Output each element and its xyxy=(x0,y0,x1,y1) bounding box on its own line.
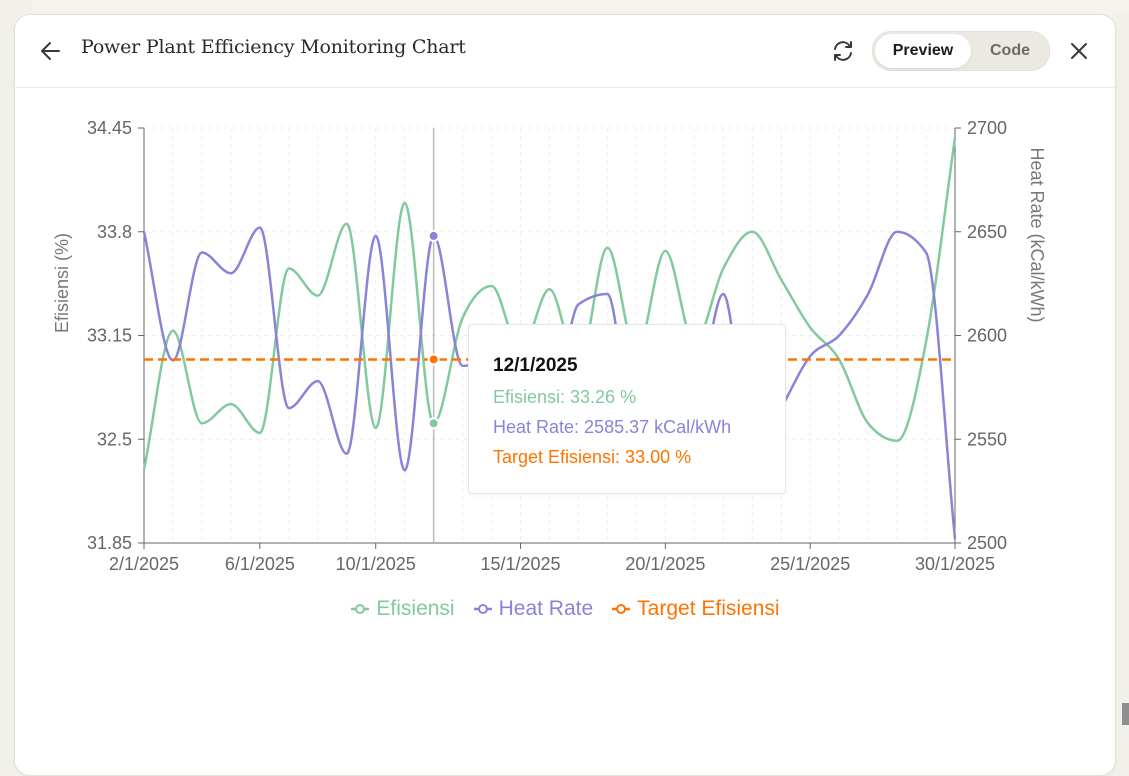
code-tab[interactable]: Code xyxy=(990,42,1030,59)
legend-label: Efisiensi xyxy=(376,597,455,620)
legend-item-target-efisiensi[interactable]: Target Efisiensi xyxy=(611,595,780,623)
refresh-icon xyxy=(834,41,852,61)
chart-legend: Efisiensi Heat Rate Target Efisiensi xyxy=(15,595,1115,623)
x-tick-label: 6/1/2025 xyxy=(225,554,295,574)
heat-rate-active-dot xyxy=(427,229,440,242)
close-icon xyxy=(1071,43,1087,59)
scrollbar-thumb[interactable] xyxy=(1122,703,1129,725)
efisiensi-active-dot xyxy=(427,417,440,430)
x-tick-label: 2/1/2025 xyxy=(109,554,179,574)
page-title: Power Plant Efficiency Monitoring Chart xyxy=(81,36,466,58)
x-tick-label: 25/1/2025 xyxy=(770,554,850,574)
background-strip xyxy=(0,0,1129,14)
refresh-button[interactable] xyxy=(829,37,857,65)
y-right-tick-label: 2550 xyxy=(967,429,1007,449)
view-toggle: Preview Code xyxy=(872,31,1050,71)
arrow-left-icon xyxy=(41,42,60,60)
legend-label: Target Efisiensi xyxy=(637,597,780,620)
back-button[interactable] xyxy=(37,37,65,65)
y-left-tick-label: 33.15 xyxy=(87,326,132,346)
background-lane xyxy=(32,0,1129,14)
tooltip-efisiensi: Efisiensi: 33.26 % xyxy=(493,387,637,407)
legend-item-efisiensi[interactable]: Efisiensi xyxy=(350,595,455,623)
legend-dot xyxy=(477,604,488,614)
legend-line-icon xyxy=(351,604,370,614)
x-tick-label: 10/1/2025 xyxy=(336,554,416,574)
artifact-window: Power Plant Efficiency Monitoring Chart … xyxy=(14,14,1116,776)
preview-tab[interactable]: Preview xyxy=(875,34,971,68)
y-axis-right-title: Heat Rate (kCal/kWh) xyxy=(1027,147,1047,322)
hover-cursor xyxy=(427,128,440,543)
legend-item-heat-rate[interactable]: Heat Rate xyxy=(473,595,594,623)
legend-line-icon xyxy=(473,604,492,614)
axes: 31.85 32.5 33.15 33.8 34.45 2500 2550 2600 2650 2… xyxy=(87,118,1007,574)
tooltip-date: 12/1/2025 xyxy=(493,355,578,376)
legend-dot xyxy=(616,604,627,614)
close-button[interactable] xyxy=(1065,37,1093,65)
x-tick-label: 15/1/2025 xyxy=(480,554,560,574)
y-right-tick-label: 2700 xyxy=(967,118,1007,138)
y-left-tick-label: 33.8 xyxy=(97,222,132,242)
tooltip-heat-rate: Heat Rate: 2585.37 kCal/kWh xyxy=(493,417,732,437)
tooltip-target: Target Efisiensi: 33.00 % xyxy=(493,447,692,467)
y-right-tick-label: 2500 xyxy=(967,533,1007,553)
x-tick-label: 30/1/2025 xyxy=(915,554,995,574)
y-left-tick-label: 34.45 xyxy=(87,118,132,138)
legend-label: Heat Rate xyxy=(498,597,594,620)
y-axis-left-title: Efisiensi (%) xyxy=(52,233,72,333)
y-left-tick-label: 32.5 xyxy=(97,429,132,449)
y-right-tick-label: 2600 xyxy=(967,326,1007,346)
legend-line-icon xyxy=(612,604,631,614)
header-bar: Power Plant Efficiency Monitoring Chart … xyxy=(15,15,1115,88)
y-left-tick-label: 31.85 xyxy=(87,533,132,553)
legend-dot xyxy=(355,604,366,614)
target-efisiensi-active-dot xyxy=(427,353,440,366)
y-right-tick-label: 2650 xyxy=(967,222,1007,242)
chart-tooltip: 12/1/2025 Efisiensi: 33.26 % Heat Rate: … xyxy=(468,324,786,494)
x-tick-label: 20/1/2025 xyxy=(625,554,705,574)
